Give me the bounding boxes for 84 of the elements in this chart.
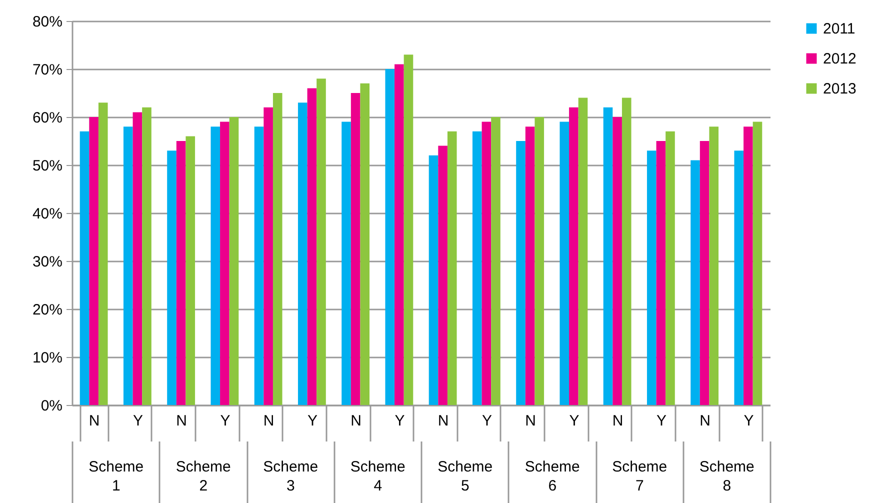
bar bbox=[264, 107, 273, 405]
bar bbox=[438, 146, 448, 405]
x-tick-label: N bbox=[88, 412, 100, 430]
bar bbox=[578, 98, 588, 405]
bar bbox=[516, 141, 526, 405]
text: Scheme 8 bbox=[699, 458, 754, 494]
legend-label: 2011 bbox=[823, 20, 856, 38]
x-tick-label: Y bbox=[220, 412, 230, 430]
text: Scheme 3 bbox=[263, 458, 318, 494]
x-tick-label: N bbox=[438, 412, 449, 430]
y-tick-label: 20% bbox=[32, 302, 62, 318]
x-tick-label: N bbox=[350, 412, 362, 430]
x-tick-label: Y bbox=[307, 412, 318, 430]
bar bbox=[404, 54, 414, 405]
bar bbox=[472, 131, 482, 405]
bar bbox=[167, 150, 176, 405]
bar bbox=[80, 131, 90, 405]
bar bbox=[89, 117, 98, 405]
bar bbox=[360, 83, 370, 405]
bar bbox=[229, 117, 239, 405]
bar bbox=[220, 122, 230, 405]
bar bbox=[142, 107, 152, 405]
bar bbox=[385, 69, 395, 405]
bar bbox=[734, 150, 744, 405]
bar bbox=[428, 155, 438, 405]
text: Scheme 1 bbox=[88, 458, 144, 494]
y-tick-label: 40% bbox=[32, 206, 62, 222]
text: Scheme 7 bbox=[612, 458, 668, 494]
bar bbox=[700, 141, 710, 405]
y-tick-label: 60% bbox=[32, 110, 62, 126]
x-tick-label: Y bbox=[744, 412, 754, 430]
bar bbox=[534, 117, 544, 405]
x-tick-label: Y bbox=[656, 412, 666, 430]
bar bbox=[560, 122, 570, 405]
bar bbox=[342, 122, 351, 405]
bar bbox=[646, 150, 656, 405]
bar bbox=[612, 117, 622, 405]
bar bbox=[491, 117, 500, 405]
x-tick-label: N bbox=[700, 412, 710, 430]
y-tick-label: 0% bbox=[40, 398, 62, 414]
bar bbox=[210, 126, 220, 405]
y-tick-label: 50% bbox=[32, 158, 62, 174]
bar bbox=[307, 88, 317, 405]
bar bbox=[690, 160, 700, 405]
x-tick-label: Y bbox=[132, 412, 143, 430]
bar bbox=[525, 126, 535, 405]
bar bbox=[298, 102, 308, 405]
bar bbox=[176, 141, 186, 405]
bar bbox=[666, 131, 675, 405]
bar bbox=[254, 126, 264, 405]
text: Scheme 2 bbox=[176, 458, 231, 494]
y-tick-label: 70% bbox=[32, 62, 62, 78]
bar bbox=[316, 78, 326, 405]
x-tick-label: Y bbox=[394, 412, 405, 430]
bar bbox=[709, 126, 719, 405]
bar bbox=[447, 131, 457, 405]
text: Scheme 6 bbox=[524, 458, 580, 494]
text: Scheme 5 bbox=[438, 458, 493, 494]
y-tick-label: 30% bbox=[32, 254, 62, 270]
bar bbox=[744, 126, 753, 405]
y-tick-label: 10% bbox=[32, 350, 62, 366]
x-tick-label: N bbox=[612, 412, 624, 430]
x-tick-label: Y bbox=[482, 412, 492, 430]
bar bbox=[656, 141, 666, 405]
bar bbox=[272, 93, 282, 405]
x-tick-label: Y bbox=[569, 412, 580, 430]
bar bbox=[132, 112, 142, 405]
bar bbox=[350, 93, 360, 405]
legend-label: 2012 bbox=[823, 50, 856, 68]
legend-label: 2013 bbox=[823, 80, 856, 98]
text: Scheme 4 bbox=[350, 458, 406, 494]
bar bbox=[123, 126, 133, 405]
x-tick-label: N bbox=[263, 412, 274, 430]
x-tick-label: N bbox=[176, 412, 187, 430]
bar bbox=[569, 107, 578, 405]
bar bbox=[98, 102, 108, 405]
bar bbox=[186, 136, 196, 405]
bar bbox=[482, 122, 492, 405]
bar bbox=[394, 64, 404, 405]
x-tick-label: N bbox=[525, 412, 536, 430]
bar bbox=[752, 122, 762, 405]
bar bbox=[603, 107, 613, 405]
bar bbox=[622, 98, 632, 405]
y-tick-label: 80% bbox=[32, 14, 62, 30]
